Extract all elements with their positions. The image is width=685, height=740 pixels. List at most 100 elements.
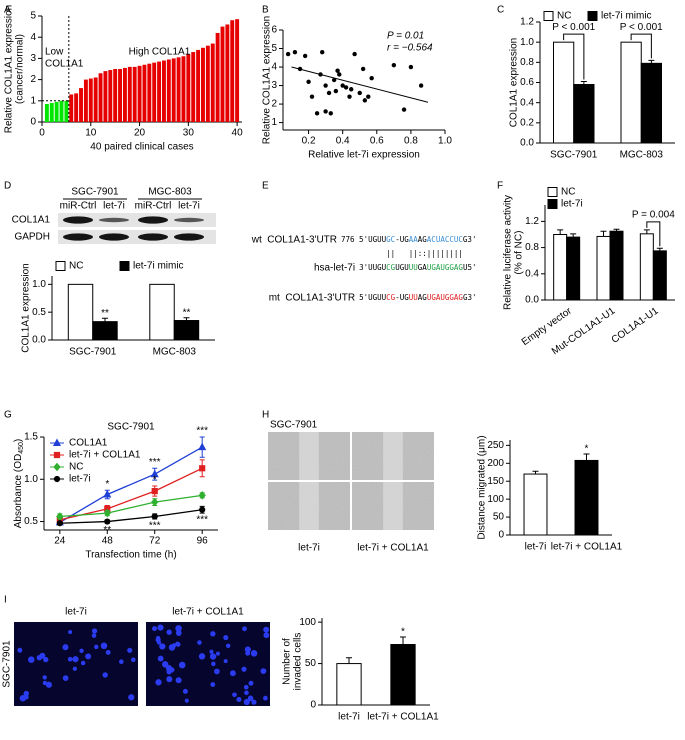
wound-gap xyxy=(383,432,403,480)
y-tick-label: 0 xyxy=(310,700,316,711)
marker xyxy=(53,451,61,459)
series-line xyxy=(59,509,203,524)
cell-nucleus xyxy=(131,657,136,663)
cell-nucleus xyxy=(263,632,270,639)
bar xyxy=(553,41,575,144)
panel-label: I xyxy=(4,595,7,606)
wound-gap xyxy=(299,482,319,530)
x-tick-label: 40 xyxy=(232,128,244,139)
cell-nucleus xyxy=(42,675,47,680)
bracket xyxy=(563,33,585,80)
cell-nucleus xyxy=(182,688,188,694)
blot-band xyxy=(99,217,129,223)
significance: *** xyxy=(196,426,208,437)
point xyxy=(306,79,311,85)
cell-nucleus xyxy=(223,659,228,664)
marker xyxy=(52,438,62,446)
cell-nucleus xyxy=(232,692,237,698)
cell-nucleus xyxy=(91,633,97,638)
point xyxy=(340,83,345,88)
bar xyxy=(176,57,181,123)
y-tick-label: 2 xyxy=(30,74,36,85)
annotation: COL1A1 xyxy=(45,59,84,70)
marker xyxy=(56,512,64,521)
y-tick-label: 5 xyxy=(271,43,277,54)
cell-nucleus xyxy=(156,640,161,645)
y-tick-label: 1 xyxy=(30,95,36,106)
sequence-segment: CG xyxy=(386,293,396,302)
point xyxy=(328,111,333,116)
y-axis-label: Relative COL1A1 expression xyxy=(262,16,273,144)
x-tick-label: let-7i xyxy=(525,542,547,553)
legend-label: NC xyxy=(557,11,571,22)
y-tick-label: 50 xyxy=(493,512,505,523)
bar xyxy=(390,644,416,706)
bar xyxy=(652,250,667,301)
bar xyxy=(152,62,157,122)
legend-label: let-7i mimic xyxy=(133,261,184,272)
cell-nucleus xyxy=(127,647,133,653)
cell-nucleus xyxy=(250,650,258,657)
bar xyxy=(171,58,176,122)
point xyxy=(347,94,352,99)
y-tick-label: 1.5 xyxy=(24,432,38,443)
x-tick-label: 1.0 xyxy=(438,136,452,147)
marker xyxy=(198,491,206,500)
stat-label: r = −0.564 xyxy=(387,43,433,54)
significance: *** xyxy=(149,521,161,532)
significance: *** xyxy=(196,515,208,526)
point xyxy=(408,64,414,70)
x-axis-label: 40 paired clinical cases xyxy=(90,142,193,153)
point xyxy=(285,51,291,57)
blot-lane: miR-Ctrl xyxy=(60,201,97,212)
cell-nucleus xyxy=(45,681,53,688)
point xyxy=(320,50,325,55)
sequence-segment: AG xyxy=(418,235,428,244)
bar xyxy=(639,233,654,301)
y-axis-label: COL1A1 expression xyxy=(21,263,32,353)
y-tick-label: 0.8 xyxy=(520,57,534,68)
bar xyxy=(196,49,201,122)
cell-nucleus xyxy=(62,644,69,651)
bar xyxy=(574,459,599,536)
bar xyxy=(235,19,240,122)
y-axis-label: invaded cells xyxy=(293,633,304,691)
y-axis-label-part: ) xyxy=(13,439,24,442)
blot-lane: miR-Ctrl xyxy=(135,201,172,212)
panel-label: B xyxy=(262,5,269,16)
y-tick-label: 1.0 xyxy=(520,37,534,48)
bar xyxy=(64,100,69,122)
sequence-segment: 776 5'UGUU xyxy=(341,235,386,244)
marker xyxy=(151,513,158,520)
marker xyxy=(199,465,206,472)
sequence-segment: UGAUGGAG xyxy=(427,293,464,302)
legend-label: let-7i xyxy=(561,199,583,210)
x-tick-label: 0 xyxy=(39,128,45,139)
y-tick-label: 3 xyxy=(30,53,36,64)
series-line xyxy=(59,446,203,523)
bar xyxy=(230,20,235,123)
legend-swatch xyxy=(543,11,554,21)
y-tick-label: 100 xyxy=(299,617,316,628)
point xyxy=(418,83,424,88)
y-tick-label: 0.5 xyxy=(24,516,38,527)
bar xyxy=(69,94,74,122)
panel-label: E xyxy=(262,181,269,192)
error-bar xyxy=(101,317,108,322)
point xyxy=(401,107,407,112)
bar xyxy=(336,663,362,706)
cell-nucleus xyxy=(155,679,162,686)
cell-nucleus xyxy=(236,696,242,703)
cell-nucleus xyxy=(178,661,186,669)
y-tick-label: 0.0 xyxy=(525,295,539,306)
bar xyxy=(137,65,142,122)
y-axis-label-sub: 450 xyxy=(18,442,25,454)
y-axis-label-part: Absorbance (OD xyxy=(13,454,24,528)
bar xyxy=(74,93,79,122)
blot-cell-line: MGC-803 xyxy=(148,187,192,198)
y-tick-label: 0.5 xyxy=(32,307,46,318)
image-title: SGC-7901 xyxy=(270,420,318,431)
x-tick-label: 20 xyxy=(134,128,146,139)
point xyxy=(302,53,308,59)
stat-label: P = 0.01 xyxy=(387,31,424,42)
